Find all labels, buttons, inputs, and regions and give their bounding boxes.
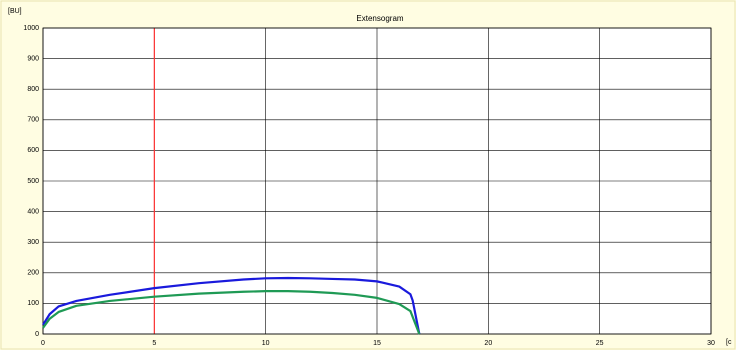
y-tick-label: 900: [27, 55, 39, 62]
chart-title: Extensogram: [356, 14, 403, 23]
x-tick-label: 30: [707, 340, 715, 347]
x-tick-label: 10: [262, 340, 270, 347]
x-tick-label: 5: [152, 340, 156, 347]
y-tick-label: 0: [35, 331, 39, 338]
y-tick-label: 400: [27, 208, 39, 215]
y-tick-label: 700: [27, 117, 39, 124]
line-series: [42, 290, 421, 335]
plot-border: [42, 27, 712, 335]
x-tick-label: 20: [484, 340, 492, 347]
y-tick-label: 1000: [23, 25, 39, 32]
x-tick-label: 0: [41, 340, 45, 347]
y-tick-label: 500: [27, 178, 39, 185]
x-axis-label: [c: [726, 339, 732, 346]
y-tick-label: 300: [27, 239, 39, 246]
x-tick-label: 25: [596, 340, 604, 347]
y-tick-label: 100: [27, 300, 39, 307]
y-tick-label: 200: [27, 270, 39, 277]
y-axis-label: [BU]: [8, 8, 22, 15]
line-series: [42, 276, 421, 335]
y-tick-label: 800: [27, 86, 39, 93]
y-tick-label: 600: [27, 147, 39, 154]
x-tick-label: 15: [373, 340, 381, 347]
